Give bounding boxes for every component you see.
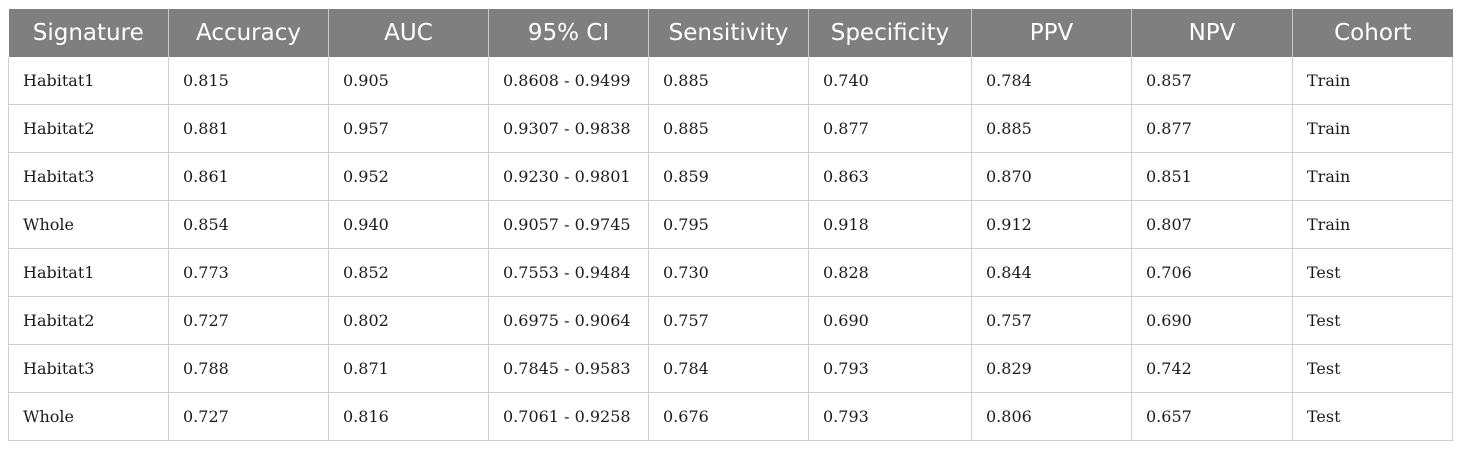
table-cell: 0.957 — [328, 104, 489, 153]
table-cell: 0.802 — [328, 296, 489, 345]
table-cell: Habitat3 — [8, 344, 169, 393]
table-cell: 0.7845 - 0.9583 — [488, 344, 649, 393]
table-header: Signature Accuracy AUC 95% CI Sensitivity Spe… — [8, 9, 1453, 57]
table-cell: 0.788 — [168, 344, 329, 393]
table-cell: 0.877 — [808, 104, 972, 153]
table-cell: 0.9307 - 0.9838 — [488, 104, 649, 153]
column-header: Accuracy — [168, 9, 329, 57]
column-header: NPV — [1131, 9, 1293, 57]
column-header: PPV — [971, 9, 1132, 57]
table-cell: 0.861 — [168, 152, 329, 201]
table-cell: 0.7553 - 0.9484 — [488, 248, 649, 297]
performance-table-container: Signature Accuracy AUC 95% CI Sensitivity Spe… — [8, 9, 1453, 441]
column-header: Specificity — [808, 9, 972, 57]
table-cell: 0.912 — [971, 200, 1132, 249]
table-cell: Train — [1292, 200, 1453, 249]
table-cell: 0.706 — [1131, 248, 1293, 297]
table-cell: Test — [1292, 248, 1453, 297]
table-cell: 0.854 — [168, 200, 329, 249]
table-cell: 0.8608 - 0.9499 — [488, 57, 649, 105]
table-cell: 0.757 — [971, 296, 1132, 345]
table-cell: 0.742 — [1131, 344, 1293, 393]
table-cell: Habitat1 — [8, 57, 169, 105]
table-cell: 0.857 — [1131, 57, 1293, 105]
table-cell: 0.828 — [808, 248, 972, 297]
column-header: Sensitivity — [648, 9, 809, 57]
table-cell: 0.871 — [328, 344, 489, 393]
table-cell: Habitat2 — [8, 296, 169, 345]
table-cell: 0.730 — [648, 248, 809, 297]
table-cell: Train — [1292, 104, 1453, 153]
column-header: Cohort — [1292, 9, 1453, 57]
table-cell: 0.859 — [648, 152, 809, 201]
table-cell: 0.9230 - 0.9801 — [488, 152, 649, 201]
table-cell: 0.7061 - 0.9258 — [488, 392, 649, 441]
table-cell: 0.905 — [328, 57, 489, 105]
table-cell: 0.851 — [1131, 152, 1293, 201]
table-row: Habitat2 0.881 0.957 0.9307 - 0.9838 0.885 0.… — [8, 104, 1453, 153]
table-row: Habitat3 0.861 0.952 0.9230 - 0.9801 0.859 0.… — [8, 152, 1453, 201]
table-row: Habitat2 0.727 0.802 0.6975 - 0.9064 0.757 0.… — [8, 296, 1453, 345]
table-cell: 0.9057 - 0.9745 — [488, 200, 649, 249]
table-row: Habitat1 0.815 0.905 0.8608 - 0.9499 0.885 0.… — [8, 57, 1453, 105]
table-cell: Test — [1292, 392, 1453, 441]
column-header: Signature — [8, 9, 169, 57]
table-cell: 0.885 — [648, 104, 809, 153]
table-row: Habitat1 0.773 0.852 0.7553 - 0.9484 0.730 0.… — [8, 248, 1453, 297]
table-cell: 0.757 — [648, 296, 809, 345]
table-cell: Habitat1 — [8, 248, 169, 297]
table-cell: Train — [1292, 57, 1453, 105]
table-cell: Habitat2 — [8, 104, 169, 153]
table-cell: Whole — [8, 200, 169, 249]
table-cell: Train — [1292, 152, 1453, 201]
table-cell: 0.773 — [168, 248, 329, 297]
table-cell: 0.784 — [971, 57, 1132, 105]
table-cell: 0.793 — [808, 392, 972, 441]
table-cell: 0.6975 - 0.9064 — [488, 296, 649, 345]
header-row: Signature Accuracy AUC 95% CI Sensitivity Spe… — [8, 9, 1453, 57]
table-cell: 0.918 — [808, 200, 972, 249]
table-cell: 0.690 — [808, 296, 972, 345]
table-cell: 0.727 — [168, 392, 329, 441]
table-cell: 0.940 — [328, 200, 489, 249]
table-cell: 0.885 — [971, 104, 1132, 153]
table-cell: 0.829 — [971, 344, 1132, 393]
table-cell: Habitat3 — [8, 152, 169, 201]
table-cell: 0.727 — [168, 296, 329, 345]
table-cell: 0.815 — [168, 57, 329, 105]
table-cell: Test — [1292, 344, 1453, 393]
table-body: Habitat1 0.815 0.905 0.8608 - 0.9499 0.885 0.… — [8, 57, 1453, 441]
table-row: Whole 0.854 0.940 0.9057 - 0.9745 0.795 0.918… — [8, 200, 1453, 249]
table-cell: Test — [1292, 296, 1453, 345]
table-cell: 0.740 — [808, 57, 972, 105]
table-cell: 0.795 — [648, 200, 809, 249]
table-cell: 0.793 — [808, 344, 972, 393]
table-cell: 0.877 — [1131, 104, 1293, 153]
table-cell: 0.657 — [1131, 392, 1293, 441]
table-row: Habitat3 0.788 0.871 0.7845 - 0.9583 0.784 0.… — [8, 344, 1453, 393]
table-cell: 0.885 — [648, 57, 809, 105]
table-cell: 0.676 — [648, 392, 809, 441]
table-cell: Whole — [8, 392, 169, 441]
table-cell: 0.784 — [648, 344, 809, 393]
column-header: 95% CI — [488, 9, 649, 57]
table-row: Whole 0.727 0.816 0.7061 - 0.9258 0.676 0.793… — [8, 392, 1453, 441]
table-cell: 0.870 — [971, 152, 1132, 201]
column-header: AUC — [328, 9, 489, 57]
table-cell: 0.816 — [328, 392, 489, 441]
table-cell: 0.807 — [1131, 200, 1293, 249]
performance-table: Signature Accuracy AUC 95% CI Sensitivity Spe… — [8, 9, 1453, 441]
table-cell: 0.690 — [1131, 296, 1293, 345]
table-cell: 0.863 — [808, 152, 972, 201]
table-cell: 0.852 — [328, 248, 489, 297]
table-cell: 0.952 — [328, 152, 489, 201]
table-cell: 0.844 — [971, 248, 1132, 297]
table-cell: 0.806 — [971, 392, 1132, 441]
table-cell: 0.881 — [168, 104, 329, 153]
